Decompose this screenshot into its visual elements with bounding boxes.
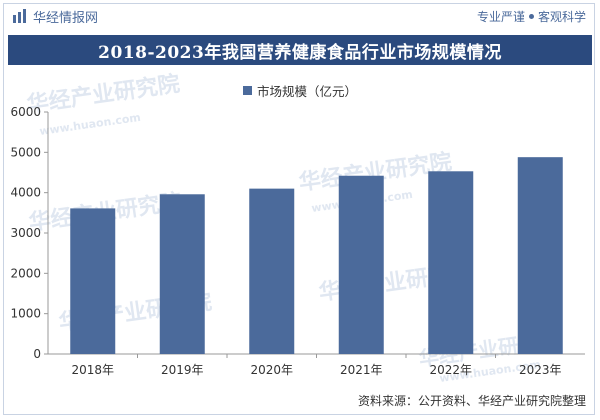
y-tick-label: 3000: [10, 226, 41, 240]
slogan: 专业严谨 客观科学: [477, 8, 586, 25]
brand: 华经情报网: [12, 7, 98, 26]
chart-title: 2018-2023年我国营养健康食品行业市场规模情况: [8, 35, 592, 65]
x-tick-label: 2023年: [519, 363, 562, 377]
separator-dot-icon: [528, 13, 534, 19]
watermark-url: www.huaon.com: [39, 111, 142, 138]
y-tick-label: 6000: [10, 105, 41, 119]
bar: [159, 194, 205, 354]
x-tick-label: 2020年: [250, 363, 293, 377]
top-bar: 华经情报网 专业严谨 客观科学: [0, 0, 600, 32]
x-tick-label: 2019年: [161, 363, 204, 377]
bar: [249, 188, 295, 354]
y-tick-label: 5000: [10, 145, 41, 159]
bar: [517, 157, 563, 354]
y-tick-label: 1000: [10, 307, 41, 321]
x-tick-label: 2021年: [340, 363, 383, 377]
brand-logo-icon: [13, 9, 26, 23]
source-note: 资料来源：公开资料、华经产业研究院整理: [357, 394, 586, 408]
bar: [338, 175, 384, 354]
watermark-brand: 华经产业研究院: [25, 71, 181, 118]
y-tick-label: 2000: [10, 266, 41, 280]
y-tick-labels: 0 1000 2000 3000 4000 5000 6000: [10, 105, 48, 361]
slogan-right: 客观科学: [537, 9, 586, 24]
legend-label: 市场规模（亿元）: [256, 83, 357, 99]
legend-swatch-icon: [242, 85, 252, 95]
bar: [428, 171, 474, 354]
x-tick-label: 2022年: [429, 363, 472, 377]
y-tick-label: 4000: [10, 186, 41, 200]
y-tick-label: 0: [33, 347, 41, 361]
slogan-left: 专业严谨: [476, 9, 525, 24]
legend: 市场规模（亿元）: [0, 81, 600, 99]
x-tick-labels: 2018年 2019年 2020年 2021年 2022年 2023年: [71, 354, 562, 377]
chart-frame: [3, 3, 595, 415]
brand-name: 华经情报网: [33, 10, 99, 26]
bar: [70, 208, 116, 354]
x-tick-label: 2018年: [71, 363, 114, 377]
bars: [70, 157, 563, 354]
